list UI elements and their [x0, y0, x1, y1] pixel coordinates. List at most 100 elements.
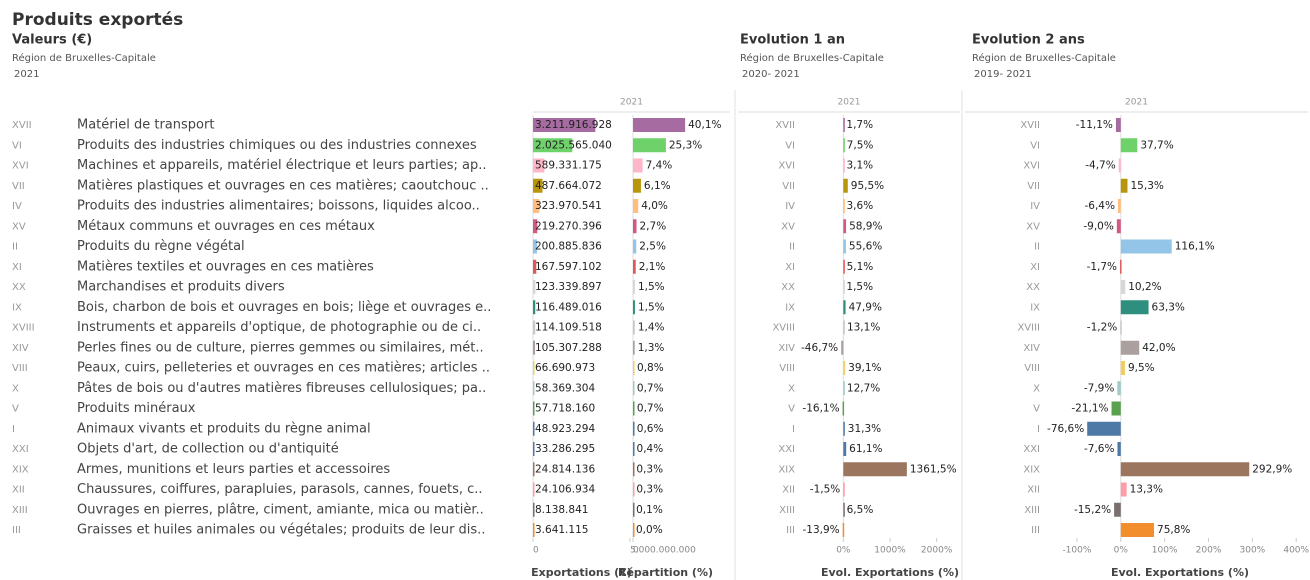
value-label: 589.331.175 — [535, 160, 602, 172]
row-code: I — [12, 424, 15, 435]
value-label: -46,7% — [801, 342, 838, 354]
row-code: VIII — [12, 363, 28, 374]
bar — [633, 118, 686, 132]
row-code: II — [789, 242, 795, 253]
row-label: Animaux vivants et produits du règne ani… — [77, 421, 371, 436]
row-code: XII — [12, 485, 25, 496]
bar — [533, 239, 537, 254]
row-code: XXI — [778, 444, 795, 455]
panel-title: Evolution 1 an — [740, 33, 845, 48]
value-label: 63,3% — [1152, 301, 1185, 313]
row-code: XVII — [1020, 120, 1040, 131]
bar — [1117, 199, 1121, 213]
value-label: -6,4% — [1085, 200, 1115, 212]
value-label: 47,9% — [849, 301, 882, 313]
bar — [633, 523, 635, 537]
row-code: III — [12, 525, 21, 536]
value-label: 105.307.288 — [535, 342, 602, 354]
bar — [843, 320, 845, 335]
bar — [633, 462, 635, 477]
row-label: Matières textiles et ouvrages en ces mat… — [77, 259, 374, 274]
panel-period: 2019- 2021 — [974, 69, 1032, 80]
row-label: Objets d'art, de collection ou d'antiqui… — [77, 442, 339, 457]
row-label: Graisses et huiles animales ou végétales… — [77, 523, 485, 538]
column-header: 2021 — [1125, 98, 1148, 108]
row-code: IX — [1030, 302, 1040, 313]
value-label: 292,9% — [1252, 463, 1292, 475]
bar — [1120, 462, 1250, 477]
row-code: XII — [1027, 485, 1040, 496]
value-label: 0,7% — [637, 403, 664, 415]
x-tick-label: 0 — [533, 546, 539, 556]
row-code: XI — [12, 262, 22, 273]
value-label: 2,7% — [640, 220, 667, 232]
row-code: VII — [12, 181, 25, 192]
row-code: III — [1031, 525, 1040, 536]
value-label: 167.597.102 — [535, 261, 602, 273]
bar — [533, 158, 545, 173]
bar — [533, 199, 540, 213]
bar — [1117, 381, 1121, 396]
value-label: -11,1% — [1076, 119, 1113, 131]
bar — [843, 259, 845, 274]
value-label: -9,0% — [1083, 220, 1113, 232]
row-label: Métaux communs et ouvrages en ces métaux — [77, 219, 375, 234]
value-label: 9,5% — [1128, 362, 1155, 374]
row-label: Armes, munitions et leurs parties et acc… — [77, 462, 390, 477]
bar — [842, 523, 845, 537]
value-label: -16,1% — [802, 403, 839, 415]
value-label: 0,7% — [637, 382, 664, 394]
x-tick-label: 400% — [1283, 546, 1309, 556]
bar — [843, 300, 846, 315]
value-label: 219.270.396 — [535, 220, 602, 232]
bar — [1120, 523, 1155, 537]
bar — [533, 280, 536, 294]
bar — [533, 219, 538, 234]
row-code: III — [786, 525, 795, 536]
bar — [1087, 421, 1121, 436]
bar — [633, 138, 666, 153]
value-label: 75,8% — [1157, 524, 1190, 536]
row-code: XIII — [779, 505, 795, 516]
row-label: Pâtes de bois ou d'autres matières fibre… — [77, 381, 486, 396]
panel-period: 2020- 2021 — [742, 69, 800, 80]
panel-subtitle: Région de Bruxelles-Capitale — [972, 52, 1116, 64]
value-label: 58.369.304 — [535, 382, 595, 394]
value-label: 33.286.295 — [535, 443, 595, 455]
bar — [533, 442, 535, 456]
column-header: 2021 — [620, 98, 643, 108]
row-code: XX — [1026, 282, 1040, 293]
bar — [533, 340, 536, 355]
value-label: 13,1% — [847, 322, 880, 334]
value-label: 200.885.836 — [535, 241, 602, 253]
row-code: XVIII — [1017, 323, 1040, 334]
bar — [533, 502, 535, 517]
bar — [843, 381, 845, 396]
row-code: VIII — [779, 363, 795, 374]
bar — [633, 361, 635, 375]
row-code: XXI — [12, 444, 29, 455]
bar — [843, 239, 846, 254]
row-code: XIV — [778, 343, 795, 354]
bar — [633, 280, 635, 294]
value-label: -7,6% — [1084, 443, 1114, 455]
value-label: 61,1% — [849, 443, 882, 455]
bar — [533, 482, 535, 497]
x-tick-label: 5.000.000.000 — [630, 546, 696, 556]
row-code: XVII — [775, 120, 795, 131]
value-label: 8.138.841 — [535, 504, 588, 516]
value-label: 15,3% — [1131, 180, 1164, 192]
value-label: 323.970.541 — [535, 200, 602, 212]
panel-title: Valeurs (€) — [12, 33, 92, 48]
value-label: -4,7% — [1085, 160, 1115, 172]
value-label: 48.923.294 — [535, 423, 595, 435]
value-label: 5,1% — [847, 261, 874, 273]
row-code: V — [1033, 404, 1040, 415]
value-label: 40,1% — [688, 119, 721, 131]
bar — [1120, 280, 1126, 294]
axis-title: Répartition (%) — [618, 566, 713, 579]
row-code: X — [12, 383, 19, 394]
value-label: 3.641.115 — [535, 524, 588, 536]
value-label: 58,9% — [849, 220, 882, 232]
